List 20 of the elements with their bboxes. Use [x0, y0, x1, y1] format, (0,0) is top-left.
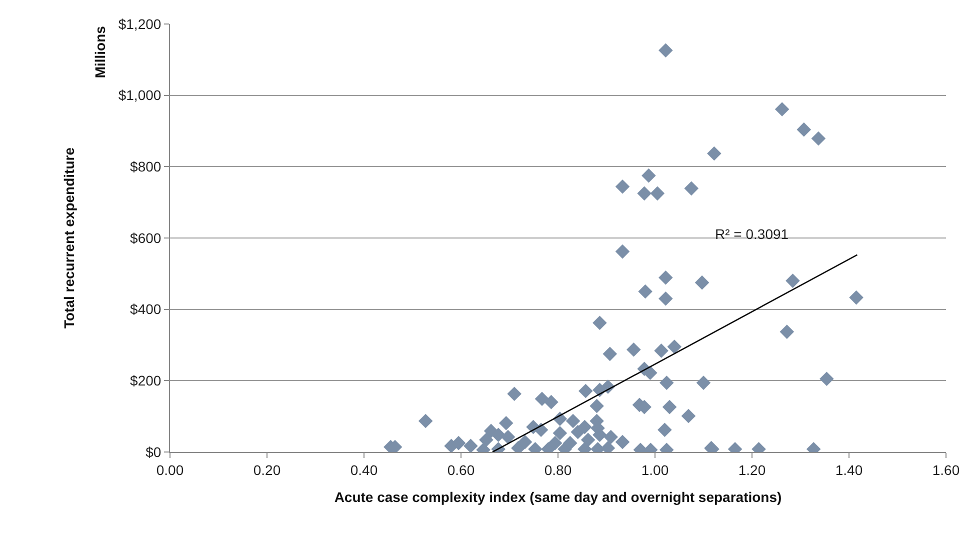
- x-axis-title: Acute case complexity index (same day and overnight separations): [334, 489, 782, 506]
- y-tick-label: $0: [146, 444, 162, 460]
- x-tick-label: 0.00: [156, 462, 184, 478]
- x-tick-label: 0.60: [447, 462, 475, 478]
- x-tick-label: 0.40: [350, 462, 378, 478]
- y-axis-title: Total recurrent expenditure: [60, 147, 77, 329]
- x-tick-label: 1.60: [932, 462, 960, 478]
- y-tick-label: $400: [130, 301, 162, 318]
- x-tick-label: 0.20: [253, 462, 281, 478]
- annotation: R² = 0.3091: [715, 226, 789, 242]
- text: Millions: [92, 26, 108, 78]
- x-tick-label: 1.40: [835, 462, 863, 478]
- x-tick-label: 1.00: [641, 462, 669, 478]
- y-tick-label: $200: [130, 372, 162, 389]
- x-tick-label: 0.80: [544, 462, 572, 478]
- y-tick-label: $1,200: [118, 16, 162, 32]
- y-tick-label: $600: [130, 230, 162, 246]
- x-tick-label: 1.20: [738, 462, 766, 478]
- y-tick-label: $1,000: [118, 87, 162, 104]
- y-tick-label: $800: [130, 158, 162, 175]
